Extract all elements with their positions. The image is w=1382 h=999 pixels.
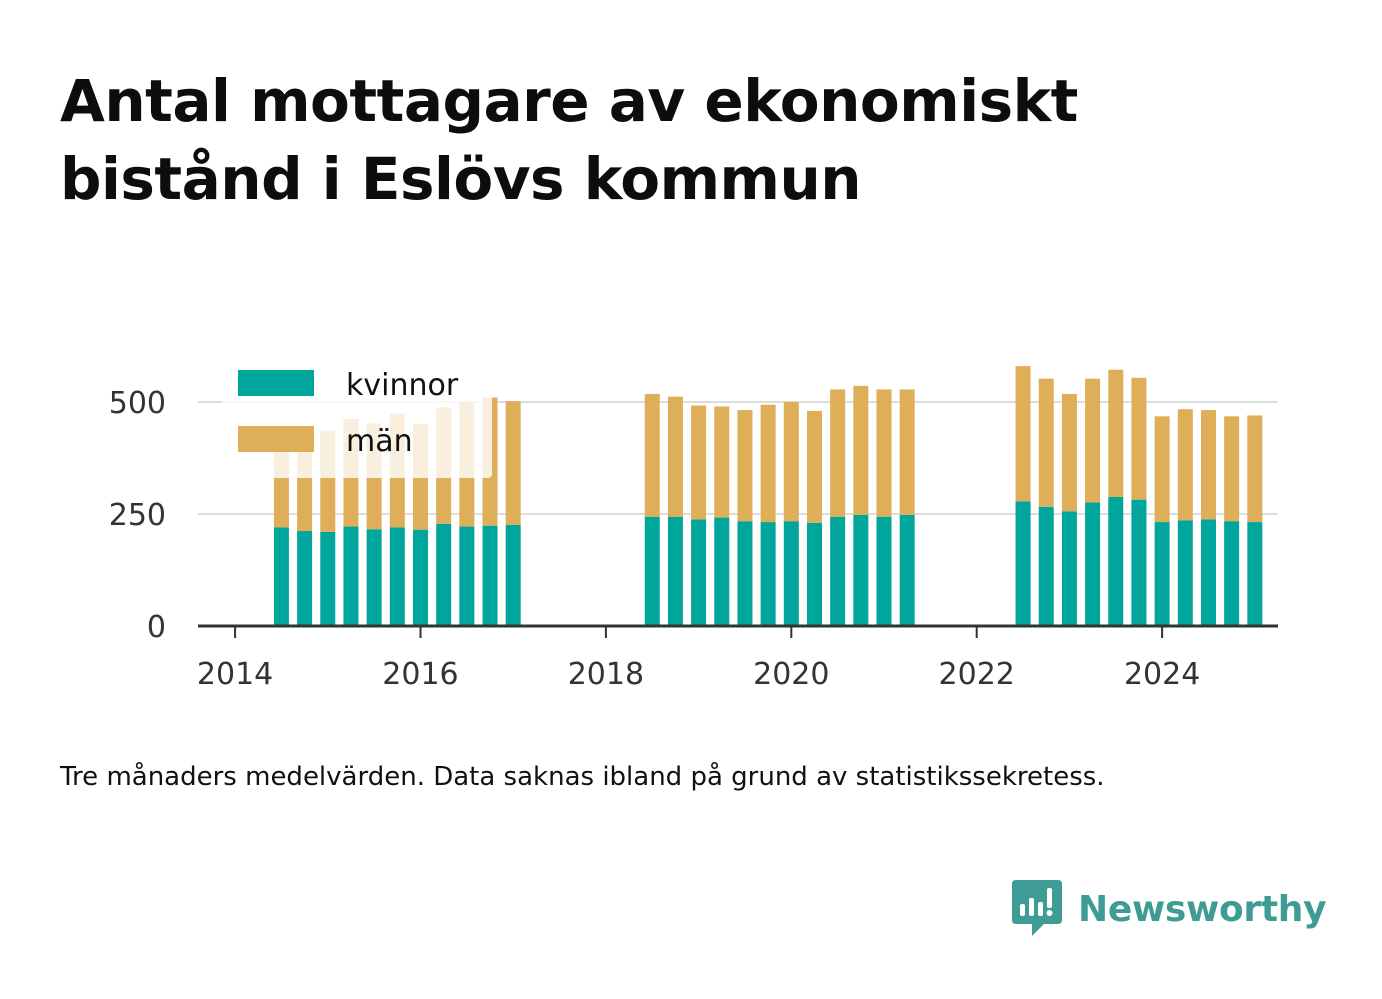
bars bbox=[273, 366, 1263, 626]
bar-kvinnor bbox=[1085, 502, 1101, 626]
x-tick-label: 2014 bbox=[197, 657, 273, 692]
bar-man bbox=[1038, 378, 1054, 507]
brand-logo: Newsworthy bbox=[1010, 878, 1327, 940]
bar-kvinnor bbox=[853, 514, 869, 626]
bar-kvinnor bbox=[667, 516, 683, 626]
bar-man bbox=[1154, 416, 1170, 523]
bar-man bbox=[1247, 415, 1263, 523]
chart-title: Antal mottagare av ekonomiskt bistånd i … bbox=[60, 67, 1078, 213]
bar-man bbox=[714, 406, 730, 518]
stacked-bar-chart: 0 250 500 2014 2016 2018 2020 2022 2024 kvinnor m… bbox=[108, 352, 1278, 692]
bar-kvinnor bbox=[806, 522, 822, 626]
bar-kvinnor bbox=[366, 529, 382, 626]
bar-man bbox=[1085, 378, 1101, 503]
bar-kvinnor bbox=[343, 526, 359, 626]
y-tick-label: 250 bbox=[109, 498, 166, 533]
x-tick-label: 2020 bbox=[753, 657, 829, 692]
bar-kvinnor bbox=[1224, 521, 1240, 626]
bar-kvinnor bbox=[1247, 522, 1263, 626]
bar-kvinnor bbox=[714, 517, 730, 626]
bar-kvinnor bbox=[1038, 506, 1054, 626]
bar-man bbox=[1224, 416, 1240, 522]
bar-kvinnor bbox=[459, 526, 475, 626]
bar-kvinnor bbox=[691, 519, 707, 626]
bar-man bbox=[1108, 369, 1124, 497]
bar-man bbox=[760, 404, 776, 523]
bar-man bbox=[876, 389, 892, 517]
x-tick-label: 2016 bbox=[382, 657, 458, 692]
bar-kvinnor bbox=[320, 531, 336, 626]
x-tick-label: 2018 bbox=[568, 657, 644, 692]
bar-man bbox=[1131, 377, 1147, 500]
bar-kvinnor bbox=[482, 525, 498, 626]
legend: kvinnor män bbox=[222, 352, 492, 478]
bar-man bbox=[667, 396, 683, 517]
bar-kvinnor bbox=[737, 521, 753, 626]
bar-kvinnor bbox=[273, 527, 289, 626]
legend-swatch bbox=[238, 426, 314, 452]
bar-kvinnor bbox=[297, 531, 313, 626]
y-tick-label: 0 bbox=[147, 610, 166, 645]
legend-swatch bbox=[238, 370, 314, 396]
legend-label: kvinnor bbox=[346, 368, 459, 403]
chart-footnote: Tre månaders medelvärden. Data saknas ib… bbox=[60, 762, 1105, 792]
bar-kvinnor bbox=[505, 524, 521, 626]
bar-kvinnor bbox=[1177, 520, 1193, 626]
bar-kvinnor bbox=[876, 516, 892, 626]
bar-man bbox=[737, 410, 753, 522]
bar-kvinnor bbox=[389, 527, 405, 626]
x-tick-label: 2024 bbox=[1124, 657, 1200, 692]
bar-kvinnor bbox=[830, 516, 846, 626]
bar-kvinnor bbox=[644, 516, 660, 626]
bar-man bbox=[1200, 410, 1216, 520]
bar-man bbox=[806, 410, 822, 523]
bar-man bbox=[899, 389, 915, 515]
bar-kvinnor bbox=[760, 522, 776, 626]
bar-kvinnor bbox=[783, 521, 799, 626]
axes: 0 250 500 2014 2016 2018 2020 2022 2024 bbox=[109, 386, 1278, 692]
y-tick-label: 500 bbox=[109, 386, 166, 421]
bar-man bbox=[1015, 366, 1031, 502]
newsworthy-logo-icon bbox=[1012, 880, 1062, 936]
bar-kvinnor bbox=[1200, 519, 1216, 626]
bar-man bbox=[830, 389, 846, 517]
bar-man bbox=[691, 405, 707, 520]
bar-kvinnor bbox=[1131, 499, 1147, 626]
bar-kvinnor bbox=[1154, 522, 1170, 626]
bar-man bbox=[1061, 393, 1077, 512]
bar-kvinnor bbox=[899, 514, 915, 626]
bar-kvinnor bbox=[1061, 511, 1077, 626]
x-tick-label: 2022 bbox=[939, 657, 1015, 692]
bar-man bbox=[505, 401, 521, 525]
bar-man bbox=[1177, 409, 1193, 521]
bar-kvinnor bbox=[412, 529, 428, 626]
bar-kvinnor bbox=[1015, 501, 1031, 626]
brand-name: Newsworthy bbox=[1078, 888, 1327, 930]
legend-label: män bbox=[346, 424, 413, 459]
bar-man bbox=[644, 393, 660, 517]
bar-man bbox=[853, 385, 869, 515]
bar-kvinnor bbox=[1108, 496, 1124, 626]
bar-man bbox=[783, 402, 799, 522]
bar-kvinnor bbox=[436, 523, 452, 626]
